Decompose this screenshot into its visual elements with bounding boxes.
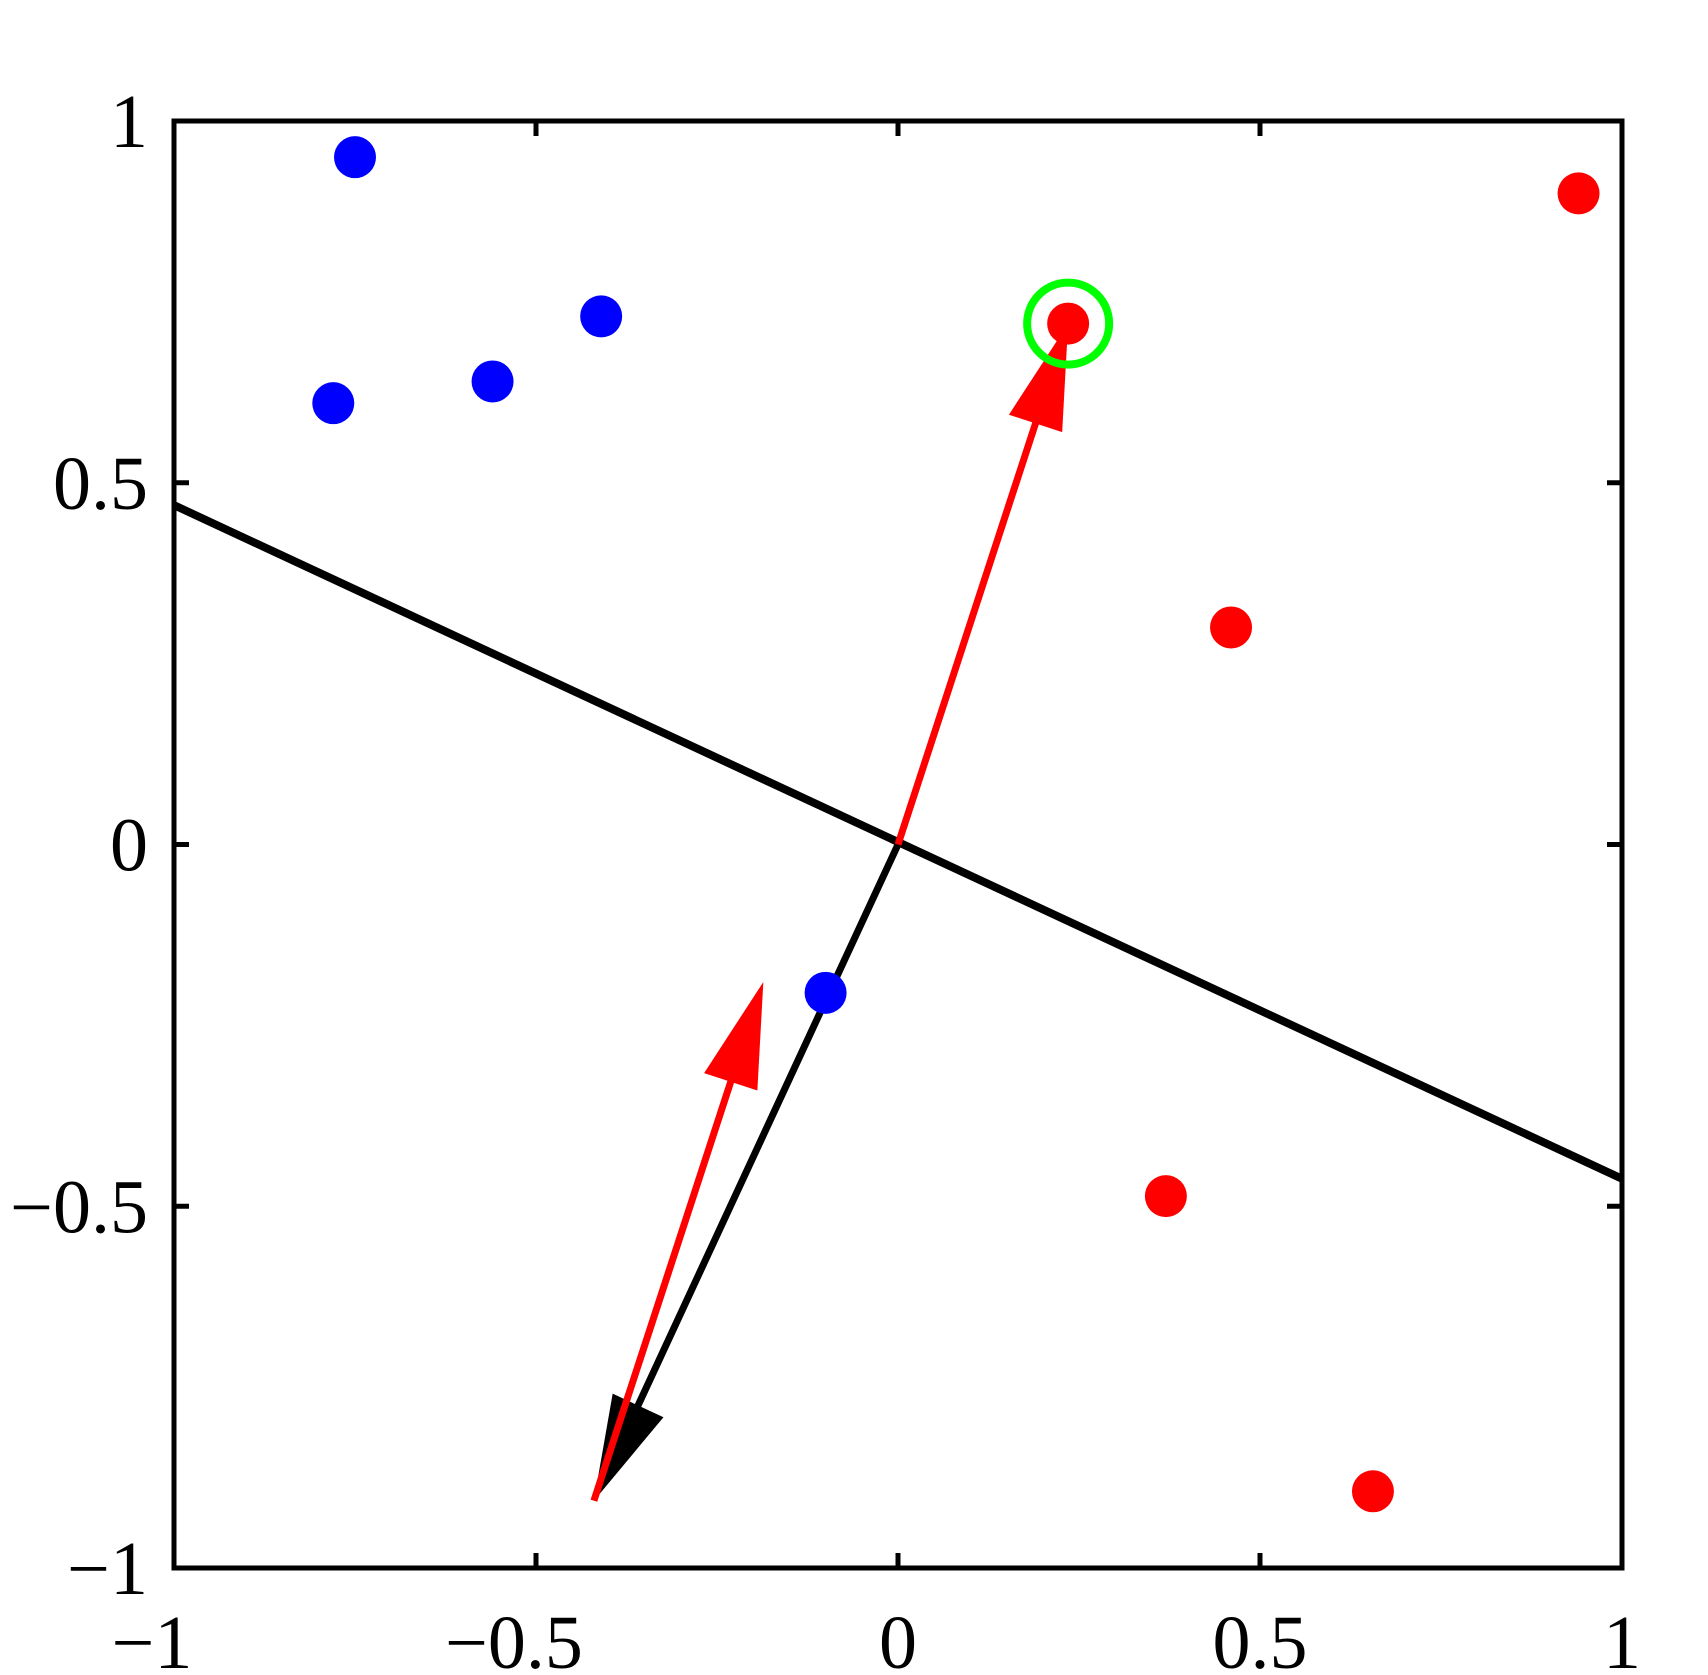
x-tick-label: 0	[879, 1601, 917, 1675]
data-point	[1557, 172, 1600, 215]
data-point	[1144, 1175, 1187, 1218]
data-point	[471, 360, 514, 403]
arrow-shaft	[894, 418, 1041, 846]
data-points	[312, 136, 1600, 1513]
class-blue-series	[312, 136, 847, 1014]
x-tick-label: −0.5	[445, 1601, 583, 1675]
x-axis-ticks: −1 −0.5 0 0.5 1	[112, 121, 1641, 1675]
arrowhead-icon	[1008, 323, 1069, 433]
y-tick-label: −0.5	[10, 1165, 148, 1249]
arrow-shaft	[633, 843, 902, 1411]
misclassified-point-vector-arrow	[894, 323, 1069, 846]
y-tick-label: 0.5	[53, 442, 148, 526]
y-tick-label: −1	[67, 1527, 148, 1611]
data-point	[1047, 302, 1090, 345]
data-point	[1210, 606, 1253, 649]
x-tick-label: 0.5	[1213, 1601, 1308, 1675]
arrow-shaft	[590, 1076, 736, 1502]
data-point	[580, 295, 623, 338]
weight-vector-arrow	[593, 843, 902, 1501]
data-point	[804, 971, 847, 1014]
data-point	[1351, 1470, 1394, 1513]
updated-vector-component-arrow	[590, 981, 764, 1502]
highlight-ring-icon	[1023, 278, 1114, 369]
data-point	[334, 136, 376, 179]
arrowhead-icon	[704, 981, 764, 1091]
y-tick-label: 1	[110, 80, 148, 164]
highlight-ring	[1023, 278, 1114, 369]
class-red-series	[1047, 172, 1600, 1513]
x-tick-label: 1	[1603, 1601, 1641, 1675]
y-tick-label: 0	[110, 804, 148, 888]
y-axis-ticks: −1 −0.5 0 0.5 1	[10, 80, 1622, 1611]
arrows	[590, 323, 1069, 1502]
data-point	[312, 382, 355, 425]
x-tick-label: −1	[112, 1601, 193, 1675]
arrowhead-icon	[593, 1393, 664, 1501]
